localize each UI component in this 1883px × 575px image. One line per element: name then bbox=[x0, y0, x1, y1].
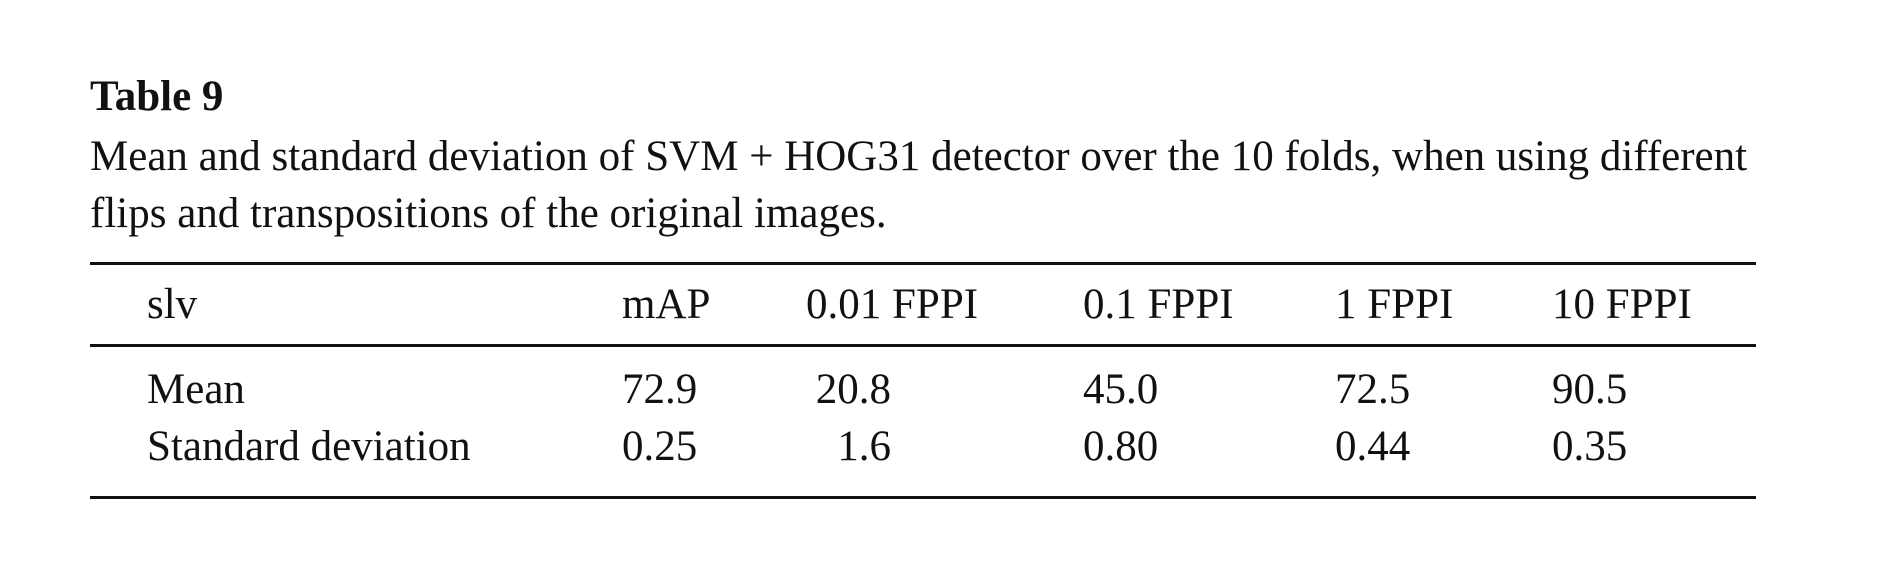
table-caption: Mean and standard deviation of SVM + HOG… bbox=[90, 133, 1748, 237]
top-rule bbox=[90, 262, 1756, 265]
table-title: Table 9 bbox=[90, 73, 224, 120]
header-cell: slv bbox=[147, 281, 198, 328]
header-cell: 0.1 FPPI bbox=[1083, 281, 1234, 328]
table-cell: 20.8 bbox=[815, 366, 891, 413]
header-cell: 10 FPPI bbox=[1552, 281, 1692, 328]
table-cell: 90.5 bbox=[1552, 366, 1628, 413]
table-cell: 0.80 bbox=[1083, 423, 1159, 470]
table-cell: 1.6 bbox=[837, 423, 891, 470]
row-label: Standard deviation bbox=[147, 423, 471, 470]
table-cell: 0.35 bbox=[1552, 423, 1628, 470]
table-cell: 45.0 bbox=[1083, 366, 1159, 413]
bottom-rule bbox=[90, 496, 1756, 499]
mid-rule bbox=[90, 344, 1756, 347]
table-cell: 72.5 bbox=[1335, 366, 1411, 413]
header-cell: 1 FPPI bbox=[1335, 281, 1454, 328]
header-cell: mAP bbox=[622, 281, 711, 328]
table-cell: 72.9 bbox=[622, 366, 698, 413]
row-label: Mean bbox=[147, 366, 245, 413]
table-cell: 0.25 bbox=[622, 423, 698, 470]
table-cell: 0.44 bbox=[1335, 423, 1411, 470]
header-cell: 0.01 FPPI bbox=[806, 281, 979, 328]
